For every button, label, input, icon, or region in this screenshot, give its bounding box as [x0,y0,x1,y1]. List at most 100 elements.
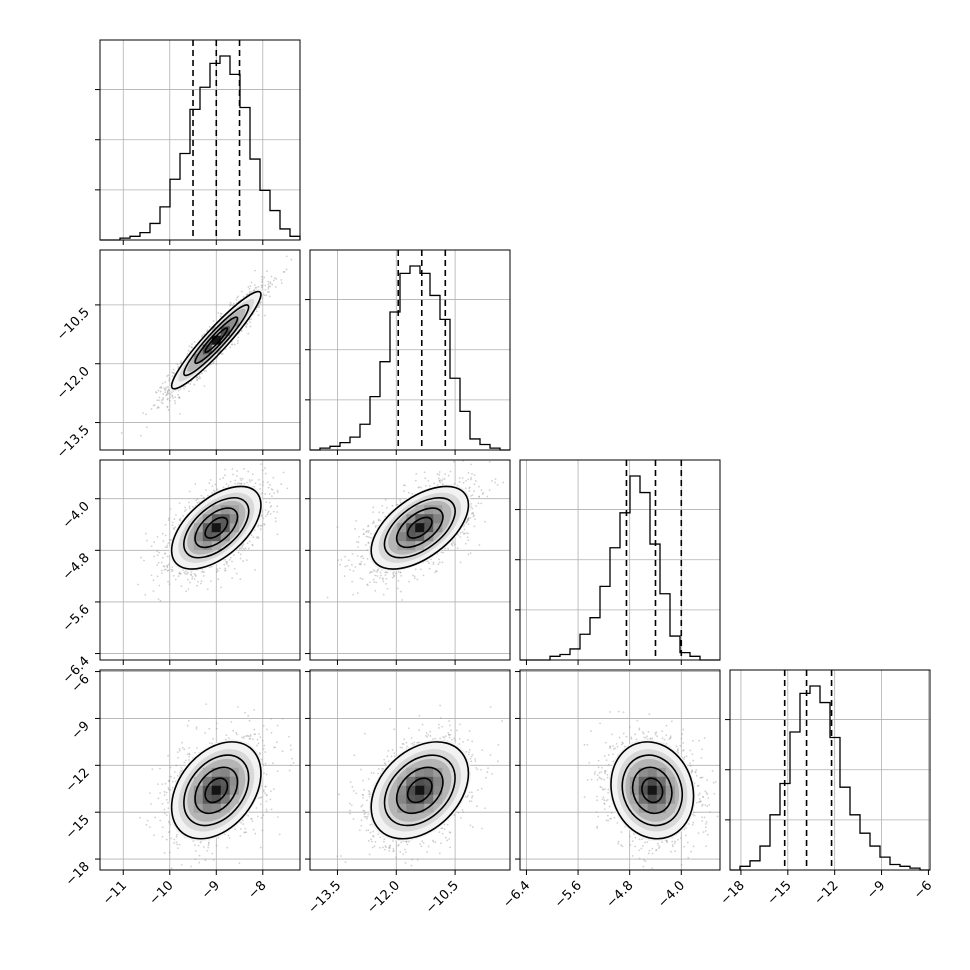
sample-point [272,476,275,479]
sample-point [183,510,186,513]
sample-point [217,569,219,572]
sample-point [184,385,187,388]
sample-point [368,529,370,532]
sample-point [362,532,365,535]
sample-point [391,504,394,507]
sample-point [469,552,472,554]
sample-point [365,544,367,546]
histogram-step [730,685,930,871]
sample-point [143,559,145,562]
sample-point [248,290,251,293]
sample-point [428,567,431,570]
sample-point [366,549,369,552]
sample-point [478,544,481,546]
sample-point [267,511,269,514]
sample-point [267,283,270,286]
sample-point [144,532,147,535]
sample-point [466,520,469,523]
sample-point [236,482,239,485]
sample-point [199,582,202,585]
sample-point [169,396,172,399]
sample-point [243,467,245,470]
sample-point [231,577,234,580]
sample-point [264,284,267,287]
sample-point [300,444,302,446]
sample-point [361,555,364,557]
sample-point [264,493,267,495]
sample-point [188,507,191,510]
sample-point [178,571,181,574]
sample-point [194,483,197,485]
sample-point [484,520,486,523]
sample-point [361,578,364,581]
sample-point [247,470,250,473]
sample-point [216,568,219,571]
sample-point [365,535,368,538]
sample-point [171,570,173,573]
sample-point [246,481,248,484]
sample-point [220,586,222,589]
sample-point [160,386,162,388]
sample-point [259,528,262,531]
sample-point [368,581,371,584]
sample-point [273,492,275,495]
sample-point [207,494,209,497]
sample-point [169,508,172,511]
sample-point [261,515,263,518]
sample-point [157,389,160,392]
sample-point [164,389,166,391]
sample-point [171,371,174,374]
sample-point [167,389,169,392]
sample-point [244,547,247,550]
sample-point [206,588,209,591]
sample-point [166,566,169,569]
sample-point [435,569,438,572]
sample-point [228,558,231,561]
sample-point [385,577,388,580]
sample-point [164,534,167,537]
sample-point [166,564,169,567]
sample-point [223,563,226,566]
sample-point [223,569,226,572]
sample-point [354,528,357,530]
sample-point [191,577,194,580]
sample-point [450,543,453,546]
sample-point [344,555,346,558]
sample-point [196,376,199,379]
sample-point [276,511,279,513]
sample-point [200,580,203,583]
sample-point [161,402,164,405]
sample-point [413,577,416,580]
sample-point [373,580,376,583]
sample-point [178,572,181,575]
sample-point [187,588,190,591]
sample-point [174,526,177,529]
sample-point [260,280,263,283]
sample-point [265,270,268,273]
sample-point [175,514,177,516]
sample-point [194,574,197,576]
sample-point [268,290,270,293]
sample-point [254,287,257,289]
sample-point [240,482,243,485]
sample-point [393,574,396,577]
sample-point [371,571,373,574]
sample-point [267,280,269,283]
sample-point [267,510,270,513]
sample-point [257,306,259,309]
sample-point [168,538,171,541]
sample-point [164,568,167,571]
sample-point [166,405,169,408]
sample-point [161,532,164,535]
sample-point [226,560,228,563]
sample-point [232,554,235,556]
sample-point [158,396,161,399]
sample-point [233,343,236,346]
sample-point [168,555,171,558]
sample-point [269,295,271,298]
sample-point [178,518,181,521]
sample-point [193,572,196,575]
sample-point [467,553,470,556]
sample-point [414,479,417,482]
sample-point [326,596,329,599]
